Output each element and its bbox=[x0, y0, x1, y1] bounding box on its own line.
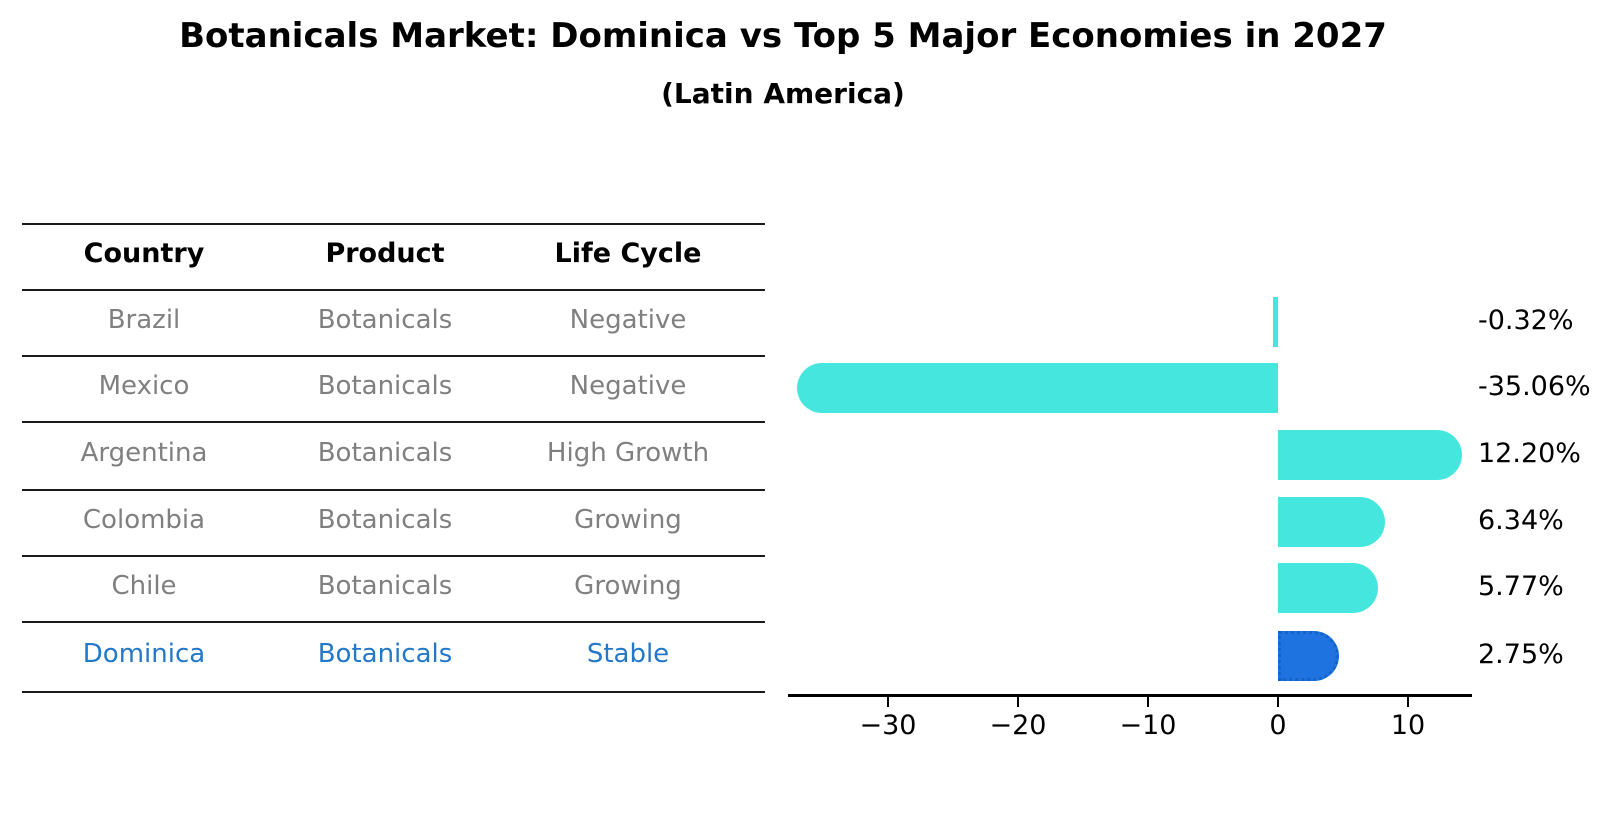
table-cell: Botanicals bbox=[317, 571, 453, 601]
x-axis-tick-label: 10 bbox=[1390, 710, 1426, 741]
table-header-country: Country bbox=[83, 238, 205, 269]
bar-mexico bbox=[797, 363, 1278, 413]
x-axis-tick bbox=[1017, 697, 1019, 707]
table-cell: Negative bbox=[569, 305, 687, 335]
table-cell: Chile bbox=[111, 571, 177, 601]
x-axis-tick bbox=[887, 697, 889, 707]
bar-value-label: 12.20% bbox=[1478, 438, 1581, 469]
table-rule bbox=[22, 289, 765, 291]
table-cell: Botanicals bbox=[317, 305, 453, 335]
x-axis-tick-label: 0 bbox=[1269, 710, 1287, 741]
chart-title: Botanicals Market: Dominica vs Top 5 Maj… bbox=[179, 16, 1387, 56]
table-cell: Stable bbox=[586, 639, 670, 669]
chart-subtitle: (Latin America) bbox=[661, 77, 905, 110]
x-axis-tick bbox=[1407, 697, 1409, 707]
table-rule bbox=[22, 555, 765, 557]
table-header-product: Product bbox=[325, 238, 445, 269]
x-axis-line bbox=[788, 694, 1472, 697]
table-cell: Mexico bbox=[98, 371, 190, 401]
bar-brazil bbox=[1273, 297, 1278, 347]
table-rule bbox=[22, 421, 765, 423]
table-rule bbox=[22, 691, 765, 693]
table-rule bbox=[22, 489, 765, 491]
bar-colombia bbox=[1278, 497, 1386, 547]
x-axis-tick-label: −10 bbox=[1119, 710, 1177, 741]
bar-dominica bbox=[1278, 631, 1339, 681]
bar-argentina bbox=[1278, 430, 1462, 480]
table-cell: Botanicals bbox=[317, 505, 453, 535]
table-cell: Dominica bbox=[82, 639, 206, 669]
x-axis-tick bbox=[1147, 697, 1149, 707]
table-cell: Botanicals bbox=[317, 371, 453, 401]
table-cell: Botanicals bbox=[317, 639, 453, 669]
table-cell: Growing bbox=[574, 571, 682, 601]
table-cell: Colombia bbox=[82, 505, 206, 535]
bar-value-label: -35.06% bbox=[1478, 371, 1591, 402]
bar-value-label: 5.77% bbox=[1478, 571, 1564, 602]
x-axis-tick bbox=[1277, 697, 1279, 707]
table-rule bbox=[22, 621, 765, 623]
bar-value-label: -0.32% bbox=[1478, 305, 1574, 336]
table-rule bbox=[22, 223, 765, 225]
table-cell: Botanicals bbox=[317, 438, 453, 468]
bar-chile bbox=[1278, 563, 1378, 613]
table-rule bbox=[22, 355, 765, 357]
table-cell: High Growth bbox=[546, 438, 710, 468]
table-header-life-cycle: Life Cycle bbox=[554, 238, 702, 269]
x-axis-tick-label: −20 bbox=[989, 710, 1047, 741]
bar-value-label: 2.75% bbox=[1478, 639, 1564, 670]
table-cell: Growing bbox=[574, 505, 682, 535]
table-cell: Negative bbox=[569, 371, 687, 401]
table-cell: Argentina bbox=[80, 438, 208, 468]
x-axis-tick-label: −30 bbox=[859, 710, 917, 741]
bar-value-label: 6.34% bbox=[1478, 505, 1564, 536]
table-cell: Brazil bbox=[107, 305, 181, 335]
